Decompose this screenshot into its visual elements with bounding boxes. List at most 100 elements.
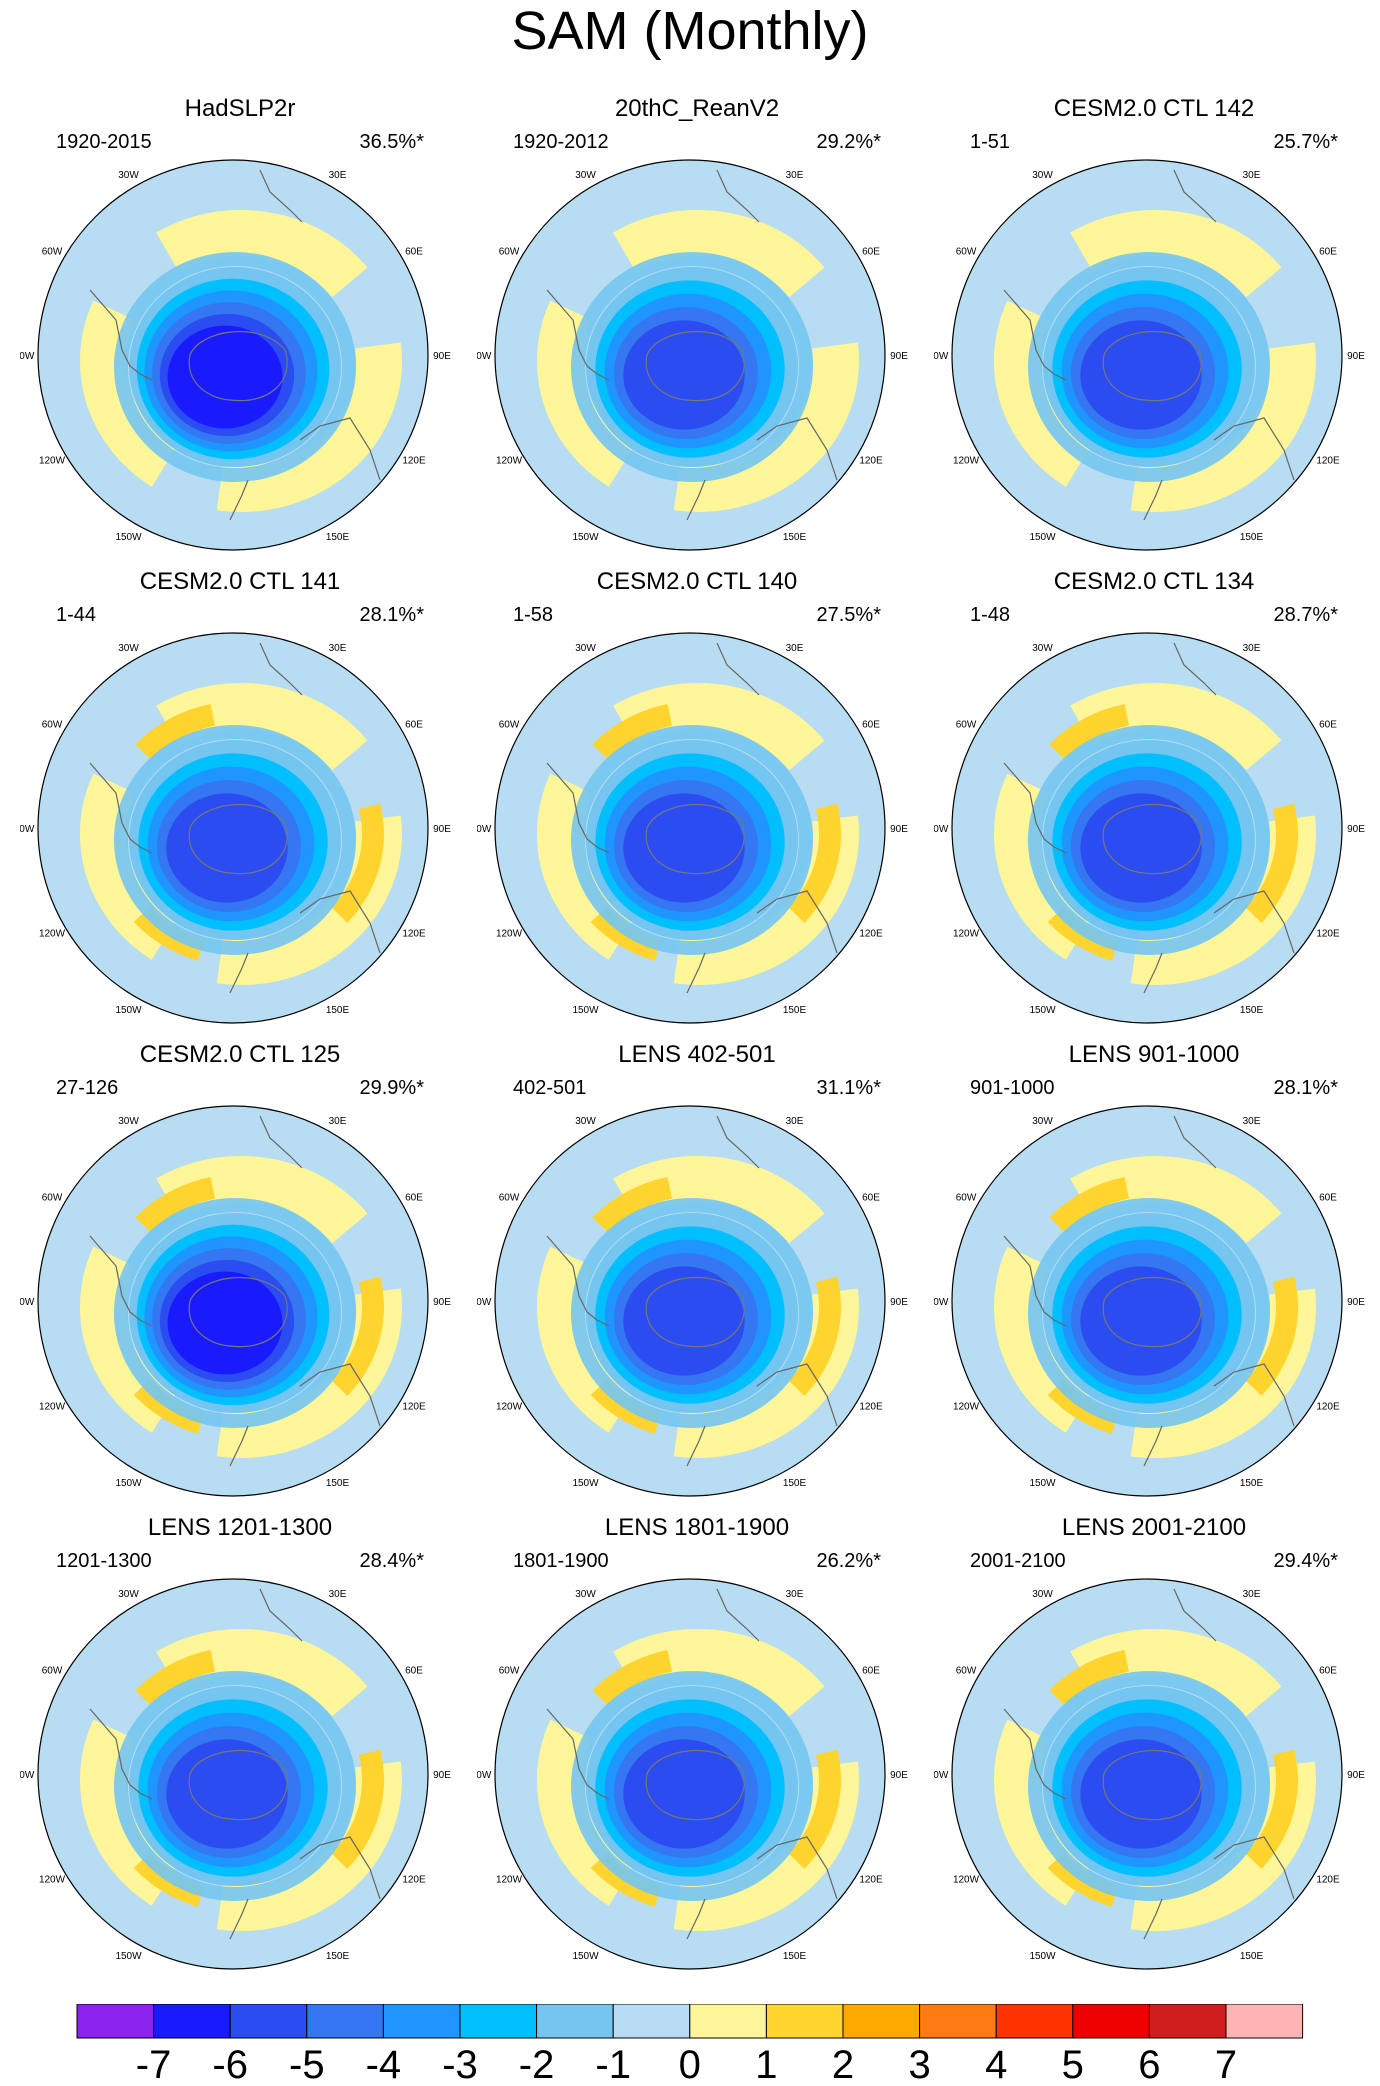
polar-map: 030E60E90E120E150E180150W120W90W60W30W: [20, 1096, 451, 1497]
longitude-label: 120E: [402, 929, 426, 940]
longitude-label: 60E: [405, 720, 423, 731]
longitude-label: 60E: [1319, 1666, 1337, 1677]
longitude-label: 150W: [115, 1478, 142, 1489]
polar-map: 030E60E90E120E150E180150W120W90W60W30W: [934, 623, 1365, 1024]
longitude-label: 90E: [433, 351, 451, 362]
coastline-new-zealand: [1143, 479, 1163, 521]
contour-zero-halo: [1028, 1671, 1270, 1901]
colorbar-swatch: [689, 2004, 767, 2039]
negative-contour-level-6: [632, 1279, 732, 1367]
longitude-label: 0: [1144, 150, 1150, 153]
panel-variance: 29.4%*: [1273, 1550, 1339, 1572]
coastline-south-america: [89, 1235, 153, 1327]
longitude-label: 120E: [859, 1402, 883, 1413]
longitude-label: 60E: [405, 247, 423, 258]
panel-title: HadSLP2r: [184, 95, 296, 122]
map-boundary: [37, 1578, 429, 1970]
colorbar-swatch: [536, 2004, 614, 2039]
coastline-africa: [259, 169, 303, 223]
colorbar-swatch: [612, 2004, 691, 2039]
longitude-label: 30E: [786, 170, 804, 181]
coastline-south-america: [1003, 1235, 1067, 1327]
longitude-label: 120E: [1316, 1875, 1340, 1886]
coastline-new-zealand: [1143, 952, 1163, 994]
colorbar-label: 2: [832, 2043, 854, 2086]
longitude-label: 30E: [1243, 643, 1261, 654]
map-panel: LENS 402-501 402-501 31.1%* 0 30E 60E 90E 120E 1…: [477, 1041, 917, 1511]
map-panel: LENS 2001-2100 2001-2100 29.4%* 0 30E 60E 90E 1…: [934, 1514, 1374, 1984]
panel-title: CESM2.0 CTL 140: [596, 568, 798, 595]
colorbar-label: -4: [366, 2043, 402, 2086]
colorbar-swatch: [1225, 2004, 1304, 2039]
longitude-label: 0: [230, 623, 236, 626]
positive-contour-level-2: [555, 701, 841, 967]
longitude-label: 150E: [1240, 1005, 1264, 1016]
colorbar-swatch: [459, 2004, 538, 2039]
longitude-label: 150W: [115, 1005, 142, 1016]
coastline-south-america: [546, 289, 610, 381]
positive-contour-level-1: [537, 210, 859, 512]
longitude-label: 120W: [39, 1402, 66, 1413]
longitude-label: 90E: [890, 351, 908, 362]
colorbar-label: 6: [1138, 2043, 1160, 2086]
negative-contour-level-6: [1089, 806, 1189, 894]
polar-map: 030E60E90E120E150E180150W120W90W60W30W: [477, 1569, 908, 1970]
polar-map: 030E60E90E120E150E180150W120W90W60W30W: [934, 150, 1365, 551]
panel-variance: 29.2%*: [816, 131, 882, 153]
map-boundary: [951, 159, 1343, 551]
longitude-label: 0: [1144, 623, 1150, 626]
longitude-label: 120E: [1316, 1402, 1340, 1413]
panel-period: 2001-2100: [970, 1550, 1066, 1572]
longitude-label: 60E: [862, 720, 880, 731]
longitude-label: 90W: [934, 351, 949, 362]
polar-map: 030E60E90E120E150E180150W120W90W60W30W: [477, 1096, 908, 1497]
panel-period: 27-126: [56, 1077, 119, 1099]
coastline-africa: [716, 1588, 760, 1642]
colorbar-label: 4: [985, 2043, 1007, 2086]
map-panel: HadSLP2r 1920-2015 36.5%* 0 30E 60E 90E 120E 150…: [20, 95, 460, 565]
longitude-label: 60E: [1319, 1193, 1337, 1204]
longitude-label: 30W: [118, 1589, 139, 1600]
longitude-label: 120E: [1316, 456, 1340, 467]
contour-zero-halo: [571, 1671, 813, 1901]
longitude-label: 120E: [859, 929, 883, 940]
panel-title: LENS 1201-1300: [147, 1514, 333, 1541]
coastline-south-america: [1003, 762, 1067, 854]
map-panel: LENS 1801-1900 1801-1900 26.2%* 0 30E 60E 90E 1…: [477, 1514, 917, 1984]
positive-contour-level-2: [1012, 1174, 1298, 1440]
coastline-new-zealand: [229, 1898, 249, 1940]
colorbar-swatch: [76, 2004, 155, 2039]
map-boundary: [951, 632, 1343, 1024]
panel-variance: 36.5%*: [359, 131, 425, 153]
coastline-africa: [1173, 1588, 1217, 1642]
longitude-label: 150E: [1240, 1478, 1264, 1489]
longitude-label: 90E: [890, 1297, 908, 1308]
longitude-label: 120E: [402, 1402, 426, 1413]
negative-contour-level-7: [175, 1283, 271, 1367]
coastline-new-zealand: [229, 952, 249, 994]
panel-period: 1201-1300: [56, 1550, 152, 1572]
longitude-label: 30W: [1032, 170, 1053, 181]
longitude-label: 90E: [1347, 1770, 1365, 1781]
polar-map: 030E60E90E120E150E180150W120W90W60W30W: [477, 150, 908, 551]
longitude-label: 30W: [575, 1589, 596, 1600]
longitude-label: 60E: [1319, 247, 1337, 258]
longitude-label: 90W: [934, 1770, 949, 1781]
longitude-label: 30W: [118, 643, 139, 654]
coastline-antarctica: [645, 1749, 745, 1821]
polar-map: 030E60E90E120E150E180150W120W90W60W30W: [20, 623, 451, 1024]
longitude-label: 150E: [1240, 1951, 1264, 1962]
map-boundary: [37, 632, 429, 1024]
longitude-label: 150E: [783, 1951, 807, 1962]
panel-period: 1-58: [513, 604, 554, 626]
longitude-label: 120W: [496, 1402, 523, 1413]
longitude-label: 150W: [1029, 1005, 1056, 1016]
longitude-label: 60E: [862, 1193, 880, 1204]
coastline-south-america: [1003, 1708, 1067, 1800]
longitude-label: 60W: [499, 720, 520, 731]
longitude-label: 120E: [402, 1875, 426, 1886]
colorbar-swatch: [153, 2004, 231, 2039]
contour-zero-halo: [114, 1198, 356, 1428]
longitude-label: 150W: [1029, 1951, 1056, 1962]
longitude-label: 120E: [859, 456, 883, 467]
